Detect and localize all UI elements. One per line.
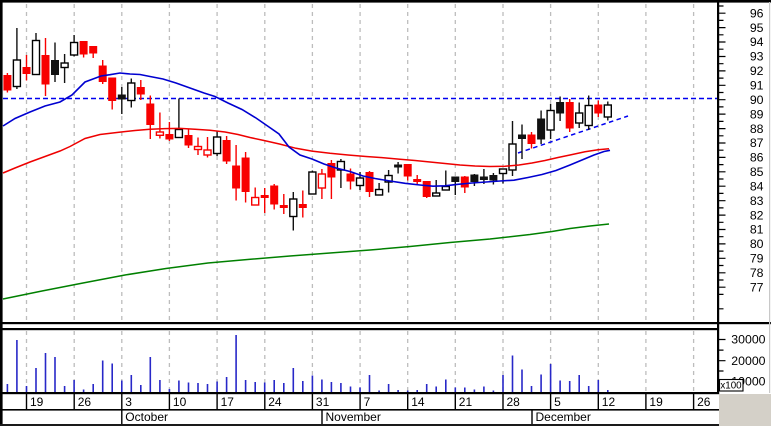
svg-text:19: 19 [30,395,44,409]
svg-text:24: 24 [268,395,282,409]
svg-text:88: 88 [750,122,764,136]
svg-text:80: 80 [750,237,764,251]
svg-text:12: 12 [602,395,616,409]
svg-text:7: 7 [364,395,371,409]
svg-text:20000: 20000 [731,354,765,368]
svg-text:92: 92 [750,64,764,78]
svg-text:21: 21 [459,395,473,409]
svg-text:79: 79 [750,252,764,266]
svg-text:26: 26 [697,395,711,409]
svg-text:85: 85 [750,165,764,179]
svg-text:10: 10 [173,395,187,409]
svg-text:October: October [125,410,168,424]
svg-text:19: 19 [649,395,663,409]
svg-text:90: 90 [750,93,764,107]
svg-text:83: 83 [750,194,764,208]
svg-text:84: 84 [750,179,764,193]
svg-text:5: 5 [554,395,561,409]
svg-text:77: 77 [750,280,764,294]
svg-text:14: 14 [411,395,425,409]
svg-text:26: 26 [78,395,92,409]
svg-text:87: 87 [750,136,764,150]
svg-text:December: December [536,410,591,424]
svg-text:89: 89 [750,107,764,121]
svg-text:94: 94 [750,35,764,49]
svg-text:31: 31 [316,395,330,409]
svg-text:95: 95 [750,21,764,35]
svg-text:28: 28 [507,395,521,409]
svg-text:78: 78 [750,266,764,280]
svg-text:81: 81 [750,223,764,237]
svg-text:91: 91 [750,79,764,93]
svg-text:93: 93 [750,50,764,64]
svg-text:3: 3 [125,395,132,409]
svg-text:30000: 30000 [731,333,765,347]
svg-text:x100: x100 [720,381,742,392]
svg-text:96: 96 [750,6,764,20]
svg-text:17: 17 [221,395,235,409]
svg-text:82: 82 [750,208,764,222]
svg-text:86: 86 [750,151,764,165]
svg-text:November: November [326,410,381,424]
